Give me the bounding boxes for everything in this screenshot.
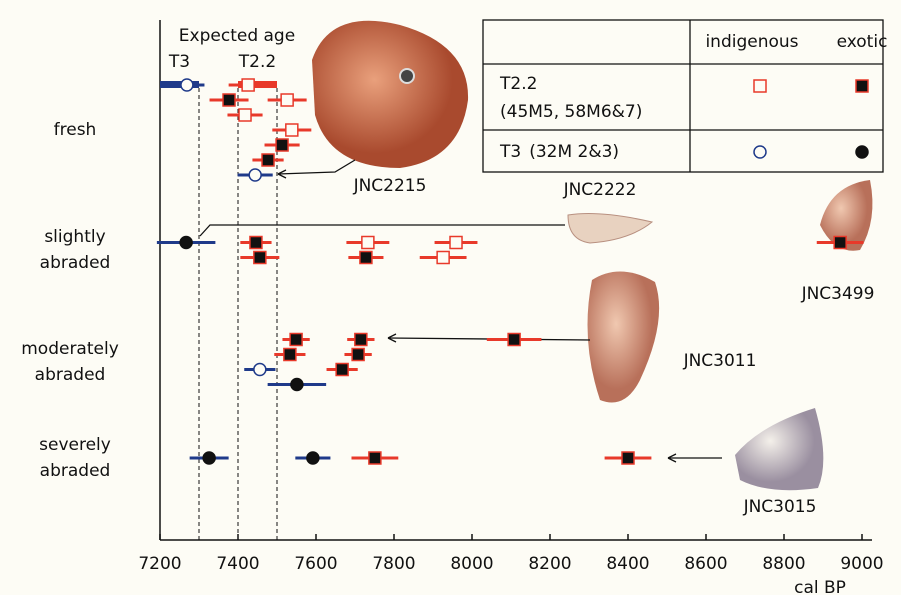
legend-label-name: T3: [499, 142, 521, 162]
data-point: [261, 153, 275, 167]
data-point: [253, 362, 267, 377]
data-point: [436, 250, 450, 265]
data-point: [354, 332, 368, 347]
specimen-label: JNC3011: [683, 351, 757, 371]
x-tick-label: 8600: [684, 554, 727, 574]
x-tick-label: 7200: [138, 554, 181, 574]
x-tick-label: 9000: [840, 554, 883, 574]
data-point: [621, 451, 635, 465]
legend-detail: (32M 2&3): [529, 142, 619, 162]
data-point: [238, 108, 252, 122]
data-point: [290, 377, 304, 392]
data-point: [449, 235, 463, 250]
legend-marker: [753, 79, 767, 93]
expected-title: Expected age: [179, 26, 295, 46]
data-point: [179, 235, 193, 250]
x-axis-label: cal BP: [794, 578, 846, 595]
data-point: [351, 347, 365, 362]
category-label: moderately abraded: [21, 339, 119, 385]
expected-age-label: T3: [168, 52, 190, 72]
data-point: [241, 78, 255, 92]
specimen-label: JNC2215: [353, 176, 427, 196]
legend-detail: (45M5, 58M6&7): [500, 102, 642, 122]
data-point: [289, 332, 303, 347]
data-point: [249, 235, 263, 250]
expected-age-label: T2.2: [238, 52, 276, 72]
data-point: [335, 362, 349, 377]
legend-marker: [855, 145, 869, 159]
legend-marker: [753, 145, 767, 159]
data-point: [507, 332, 521, 347]
data-point: [368, 451, 382, 465]
data-point: [248, 168, 262, 182]
x-tick-label: 8000: [450, 554, 493, 574]
data-point: [202, 451, 216, 465]
data-point: [275, 138, 289, 152]
legend-label: T3 (32M 2&3): [499, 142, 619, 162]
data-point: [361, 235, 375, 250]
legend-header: exotic: [837, 32, 888, 52]
data-point: [253, 250, 267, 265]
specimen-label: JNC2222: [563, 180, 637, 200]
category-label: severely abraded: [39, 435, 111, 481]
data-point: [306, 451, 320, 465]
specimen-label: JNC3015: [743, 497, 817, 517]
x-tick-label: 7400: [216, 554, 259, 574]
legend-table: [482, 19, 884, 173]
data-point: [180, 78, 194, 92]
specimen-label: JNC3499: [801, 284, 875, 304]
legend-header: indigenous: [705, 32, 798, 52]
annotation-arrows: [199, 159, 722, 463]
x-tick-label: 8800: [762, 554, 805, 574]
data-point: [280, 93, 294, 107]
data-point: [283, 347, 297, 362]
legend-label: T2.2: [499, 74, 537, 94]
x-tick-label: 7800: [372, 554, 415, 574]
data-point: [285, 123, 299, 137]
data-point: [359, 250, 373, 265]
x-tick-label: 7600: [294, 554, 337, 574]
x-tick-label: 8200: [528, 554, 571, 574]
category-label: fresh: [53, 120, 97, 140]
shell-images: [312, 20, 873, 491]
category-label: slightly abraded: [39, 227, 111, 273]
legend-marker: [855, 79, 869, 93]
data-point: [222, 93, 236, 107]
data-point: [833, 235, 847, 250]
x-tick-label: 8400: [606, 554, 649, 574]
